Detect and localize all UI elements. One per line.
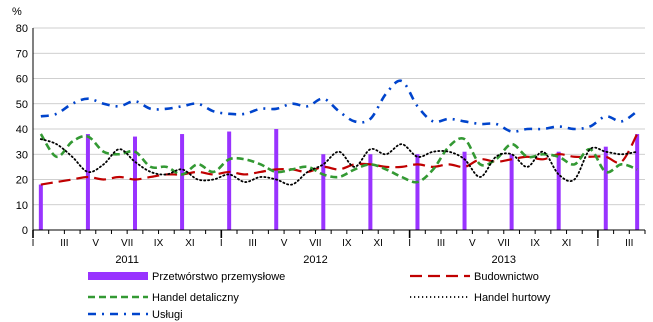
y-tick-label: 40 [16,124,28,136]
bar [415,154,420,230]
x-tick-label: IX [154,238,164,249]
x-tick-label: V [92,238,99,249]
bar [38,184,43,230]
bar-series [38,129,640,230]
legend-label: Przetwórstwo przemysłowe [152,271,285,283]
bar [321,154,326,230]
legend-label: Handel detaliczny [152,292,239,304]
x-tick-label: I [597,238,600,249]
x-tick-label: I [220,238,223,249]
bar [227,131,232,230]
bar [180,134,185,230]
y-tick-label: 50 [16,99,28,111]
bar [368,154,373,230]
y-tick-label: 70 [16,48,28,60]
y-axis: % 0 10 20 30 40 50 60 70 80 [12,6,34,237]
x-tick-label: VII [309,238,321,249]
y-tick-label: 30 [16,149,28,161]
line-series [39,79,639,186]
bar [556,151,561,230]
x-tick-label: III [625,238,633,249]
year-label: 2012 [303,254,327,266]
legend-swatch [88,272,148,280]
grid-lines [33,27,645,206]
y-tick-label: 0 [22,225,28,237]
x-tick-label: XI [562,238,571,249]
x-tick-label: III [437,238,445,249]
y-tick-label: 20 [16,175,28,187]
y-tick-label: 80 [16,23,28,35]
legend-label: Usługi [152,309,183,321]
y-tick-label: 60 [16,74,28,86]
series-line [39,133,638,184]
x-axis: I III V VII IX XI I III V VII IX XI I III V VII IX XI I III… [32,229,646,266]
x-tick-label: III [249,238,257,249]
y-tick-label: 10 [16,200,28,212]
x-tick-label: I [32,238,35,249]
legend-label: Budownictwo [474,271,539,283]
series-line [39,138,639,186]
x-tick-label: XI [185,238,194,249]
year-label: 2011 [115,254,139,266]
bar [635,134,640,230]
x-tick-label: XI [374,238,383,249]
x-tick-label: VII [121,238,133,249]
x-tick-label: V [281,238,288,249]
x-tick-label: V [469,238,476,249]
bar [85,134,90,230]
legend-label: Handel hurtowy [474,292,551,304]
bar [509,154,514,230]
year-label: 2013 [492,254,516,266]
x-tick-label: III [60,238,68,249]
bar [133,136,137,230]
bar [462,151,467,230]
x-tick-label: I [408,238,411,249]
x-tick-label: IX [530,238,540,249]
x-tick-label: IX [342,238,352,249]
x-tick-label: VII [498,238,510,249]
legend: Przetwórstwo przemysłowe Budownictwo Hande… [88,271,551,321]
bar [603,146,608,230]
series-line [40,133,639,186]
series-line [40,79,638,133]
y-unit-label: % [12,6,22,18]
